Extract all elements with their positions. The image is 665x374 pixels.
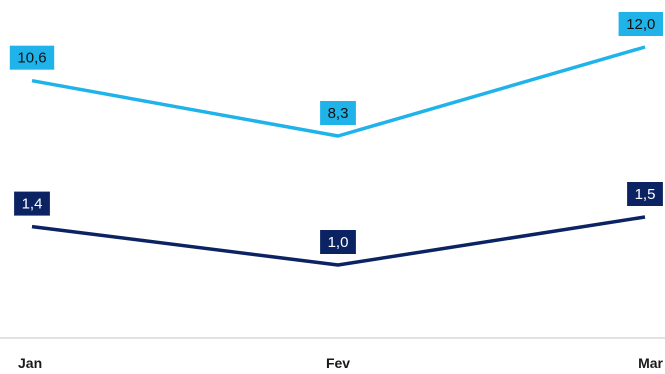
x-tick-label-fev: Fev [326, 355, 350, 371]
data-label-box [627, 182, 663, 206]
x-tick-label-mar: Mar [638, 355, 663, 371]
data-label-text: 1,0 [328, 234, 349, 251]
data-label-box [9, 45, 55, 70]
data-label-1-2: 8,3 [320, 101, 356, 125]
data-label-box [320, 101, 356, 125]
data-label-box [14, 191, 50, 216]
data-label-text: 8,3 [328, 105, 349, 122]
data-label-1-1: 10,6 [9, 45, 55, 70]
data-label-box [618, 12, 663, 36]
data-label-text: 1,4 [22, 196, 43, 213]
x-tick-labels: Jan Fev Mar [18, 355, 664, 371]
data-label-2-3: 1,5 [627, 182, 663, 206]
data-label-2-1: 1,4 [14, 191, 50, 216]
x-tick-label-jan: Jan [18, 355, 42, 371]
data-label-text: 12,0 [626, 16, 655, 33]
data-label-text: 10,6 [17, 50, 46, 67]
data-label-1-3: 12,0 [618, 12, 663, 36]
data-label-box [320, 230, 356, 254]
data-label-2-2: 1,0 [320, 230, 356, 254]
data-label-text: 1,5 [635, 186, 656, 203]
series-group: 10,6 8,3 12,0 1,4 1,0 1,5 [9, 12, 663, 267]
